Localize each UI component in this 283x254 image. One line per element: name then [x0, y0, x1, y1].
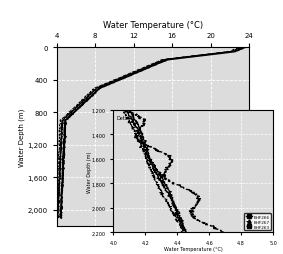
- Y-axis label: Water Depth (m): Water Depth (m): [18, 108, 25, 166]
- Text: Detail: Detail: [116, 115, 131, 120]
- Text: 1,000: 1,000: [251, 126, 267, 132]
- Y-axis label: Water Depth (m): Water Depth (m): [87, 151, 92, 192]
- X-axis label: Water Temperature (°C): Water Temperature (°C): [164, 246, 222, 251]
- Legend: BHF266, BHF267, BHF263: BHF266, BHF267, BHF263: [244, 213, 271, 230]
- X-axis label: Water Temperature (°C): Water Temperature (°C): [103, 21, 203, 30]
